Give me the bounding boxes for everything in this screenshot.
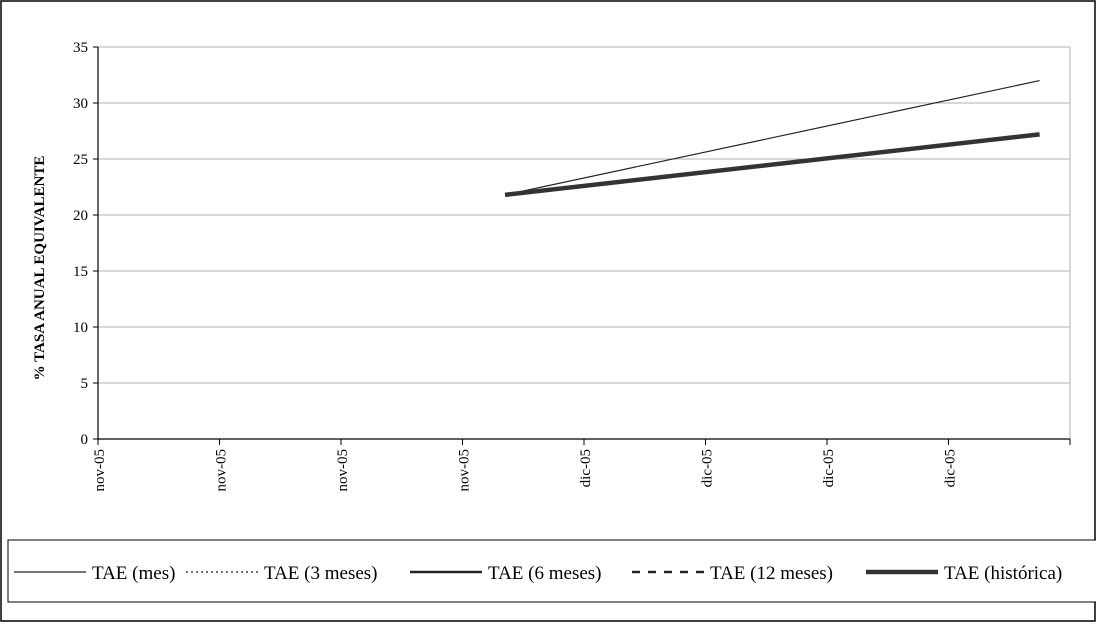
axes [93,46,1071,445]
x-tick-label: nov-05 [92,449,108,492]
x-tick-label: nov-05 [214,449,230,492]
y-axis-label: % TASA ANUAL EQUIVALENTE [32,156,48,381]
legend-label-2: TAE (6 meses) [488,563,602,584]
y-tick-label: 5 [81,376,89,392]
series-line-0 [504,80,1040,196]
series-lines [504,80,1040,198]
x-tick-label: nov-05 [457,449,473,492]
y-tick-label: 35 [73,40,88,56]
legend: TAE (mes) TAE (3 meses) TAE (6 meses) TAE (… [14,563,1062,584]
y-tick-label: 25 [73,152,88,168]
y-tick-label: 30 [73,96,88,112]
legend-label-1: TAE (3 meses) [264,563,378,584]
x-tick-label: dic-05 [700,449,716,487]
x-tick-label: dic-05 [578,449,594,487]
x-tick-label: dic-05 [821,449,837,487]
y-tick-label: 0 [81,432,89,448]
y-tick-label: 20 [73,208,88,224]
x-tick-label: nov-05 [335,449,351,492]
legend-label-3: TAE (12 meses) [710,563,833,584]
y-tick-label: 15 [73,264,88,280]
legend-label-0: TAE (mes) [92,563,175,584]
series-line-4 [504,132,1040,198]
x-tick-label: dic-05 [943,449,959,487]
grid-lines [98,46,1070,384]
y-tick-label: 10 [73,320,88,336]
legend-label-4: TAE (histórica) [944,563,1062,584]
x-tick-labels: nov-05 nov-05 nov-05 nov-05 dic-05 dic-05 dic-… [92,449,959,492]
y-tick-labels: 0 5 10 15 20 25 30 35 [73,40,88,448]
